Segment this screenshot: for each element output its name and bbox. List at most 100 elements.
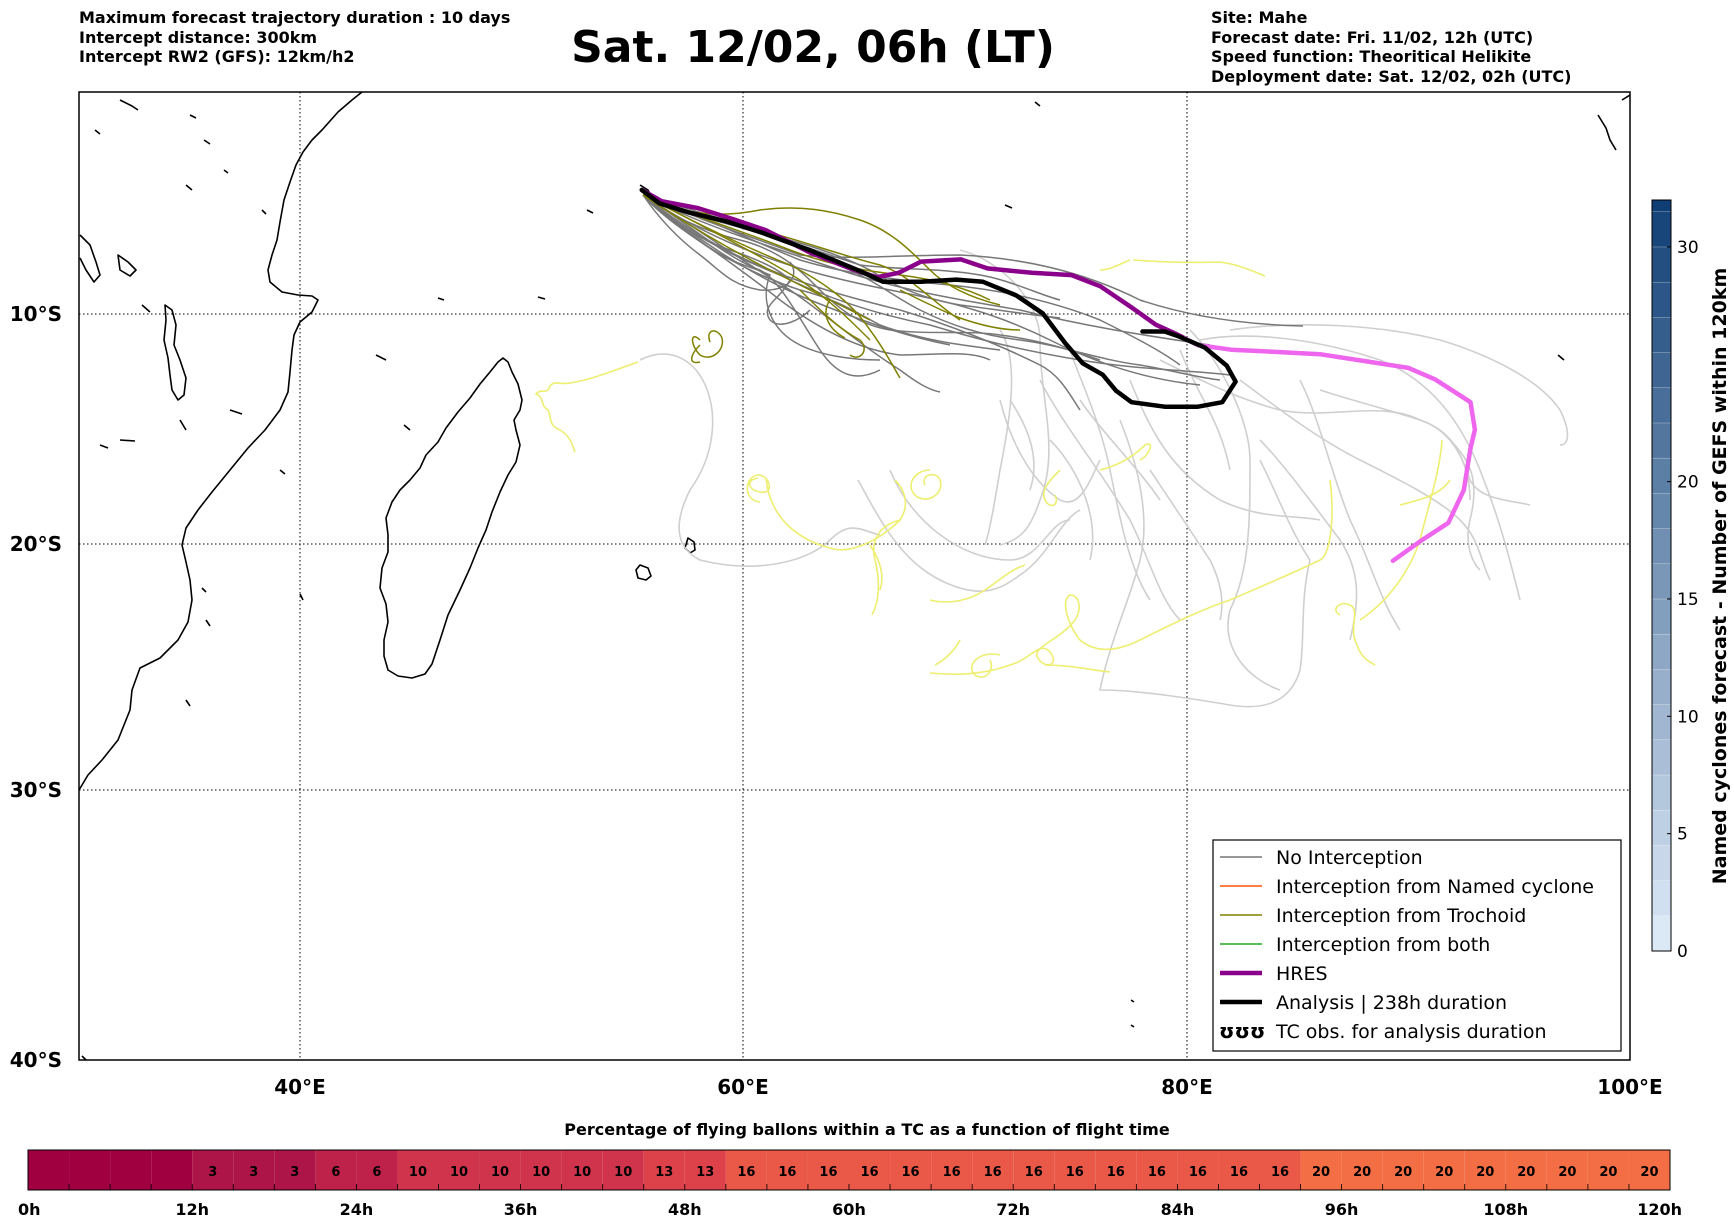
- speed-function-text: Speed function: Theoritical Helikite: [1211, 47, 1532, 66]
- colorbar-band: [1651, 317, 1672, 353]
- islets-d: [94, 99, 1135, 1028]
- legend-label: TC obs. for analysis duration: [1275, 1021, 1547, 1043]
- site-text: Site: Mahe: [1211, 8, 1308, 27]
- tc-obs-track: [929, 479, 1333, 676]
- islets-a: [99, 409, 286, 475]
- ensemble-track-light: [889, 469, 1071, 561]
- time-bar-cell: [151, 1150, 193, 1190]
- ensemble-track-grey: [642, 194, 881, 361]
- time-bar-cell: [1177, 1150, 1219, 1190]
- ensemble-track-olive: [899, 289, 1021, 331]
- time-bar-value: 20: [1558, 1165, 1576, 1180]
- time-bar-cell: [1136, 1150, 1178, 1190]
- legend-label: Interception from Trochoid: [1276, 905, 1526, 927]
- ensemble-track-olive: [691, 330, 724, 358]
- ensemble-track-light: [984, 329, 1013, 546]
- time-bar-cell: [725, 1150, 767, 1190]
- colorbar-band: [1651, 457, 1672, 494]
- colorbar-tick-label: 30: [1677, 238, 1699, 258]
- time-bar-tick-label: 48h: [668, 1200, 702, 1219]
- colorbar-band: [1651, 669, 1672, 705]
- time-bar-value: 6: [372, 1165, 381, 1180]
- ensemble-track-olive: [642, 194, 871, 321]
- lat-tick-label: 20°S: [10, 532, 62, 556]
- colorbar-tick-label: 15: [1677, 590, 1699, 610]
- ensemble-track-light: [1229, 324, 1569, 446]
- colorbar-frame: [1651, 199, 1672, 952]
- reunion-coast: [684, 537, 696, 554]
- colorbar-bands: [1651, 199, 1672, 952]
- ensemble-track-light: [1179, 349, 1231, 471]
- tc-obs-track: [746, 474, 770, 503]
- time-bar-value: 13: [696, 1165, 714, 1180]
- time-bar-cells: 3 3 3 6 6 10 10 10 10 10 10 13 13 16 16 16 16 16 16 16 16 16 1…: [27, 1150, 1670, 1190]
- ensemble-track-light: [1069, 349, 1151, 601]
- ensemble-track-light: [1129, 379, 1321, 521]
- islets-b: [117, 254, 151, 313]
- ensemble-track-light: [1039, 379, 1181, 621]
- ensemble-track-light: [1099, 419, 1311, 708]
- analysis-track: [639, 187, 1238, 409]
- tc-obs-symbol: ʊʊʊ: [1219, 1019, 1265, 1043]
- time-bar-tick-label: 108h: [1483, 1200, 1528, 1219]
- tc-obs-track: [934, 639, 961, 666]
- time-bar-cell: [110, 1150, 152, 1190]
- forecast-info-left: Maximum forecast trajectory duration : 1…: [79, 8, 510, 67]
- ensemble-track-light: [1079, 399, 1161, 501]
- tc-obs-track: [869, 544, 883, 591]
- lon-tick-label: 100°E: [1597, 1075, 1662, 1099]
- tc-obs-track: [929, 564, 1026, 603]
- colorbar-tick-label: 10: [1677, 707, 1699, 727]
- time-bar-cell: [438, 1150, 480, 1190]
- time-bar-value: 10: [573, 1165, 591, 1180]
- colorbar-band: [1651, 528, 1672, 565]
- time-bar-cell: [1218, 1150, 1260, 1190]
- time-bar-value: 16: [737, 1165, 755, 1180]
- time-bar-cell: [1054, 1150, 1096, 1190]
- time-bar-tick-label: 84h: [1161, 1200, 1195, 1219]
- colorbar-tick-label: 20: [1677, 473, 1699, 493]
- ensemble-track-light: [857, 479, 1081, 592]
- ensemble-track-light: [1149, 469, 1223, 621]
- colorbar-band: [1651, 845, 1672, 881]
- ensemble-track-olive: [691, 344, 701, 364]
- time-bar-value: 20: [1640, 1165, 1658, 1180]
- legend-label: Interception from both: [1276, 934, 1490, 956]
- time-bar-cell: [28, 1150, 70, 1190]
- colorbar-band: [1651, 199, 1672, 212]
- ensemble-track-grey: [642, 194, 1181, 366]
- time-bar-value: 16: [1148, 1165, 1166, 1180]
- colorbar-ticks: 0 5 10 15 20 30: [1667, 238, 1699, 962]
- time-bar-cell: [972, 1150, 1014, 1190]
- tc-obs-track: [1399, 479, 1451, 506]
- time-bar-cell: [807, 1150, 849, 1190]
- time-bar-value: 10: [450, 1165, 468, 1180]
- time-bar-tick-label: 36h: [504, 1200, 538, 1219]
- max-duration-text: Maximum forecast trajectory duration : 1…: [79, 8, 511, 27]
- ensemble-track-light: [1049, 439, 1094, 561]
- colorbar-band: [1651, 281, 1672, 318]
- time-bar-value: 10: [409, 1165, 427, 1180]
- time-bar-value: 20: [1599, 1165, 1617, 1180]
- time-bar-cell: [520, 1150, 562, 1190]
- tc-obs-track: [871, 519, 901, 616]
- ensemble-track-light: [959, 249, 1050, 546]
- time-bar-cell: [315, 1150, 357, 1190]
- legend-label: HRES: [1276, 963, 1328, 985]
- colorbar-band: [1651, 387, 1672, 424]
- time-bar-value: 10: [491, 1165, 509, 1180]
- legend-label: Analysis | 238h duration: [1276, 992, 1507, 1014]
- time-bar-value: 16: [984, 1165, 1002, 1180]
- colorbar-band: [1651, 704, 1672, 741]
- time-bar-value: 16: [1066, 1165, 1084, 1180]
- colorbar-band: [1651, 422, 1672, 459]
- colorbar-band: [1651, 211, 1672, 248]
- comoros-shoals: [163, 304, 187, 401]
- ensemble-track-olive: [825, 299, 846, 339]
- time-bar-tick-labels: 0h 12h 24h 36h 48h 60h 72h 84h 96h 108h 120h: [18, 1200, 1682, 1219]
- time-bar-cell: [1341, 1150, 1383, 1190]
- ensemble-track-light: [1259, 439, 1358, 641]
- tc-obs-track: [534, 361, 639, 453]
- forecast-date-text: Forecast date: Fri. 11/02, 12h (UTC): [1211, 27, 1534, 47]
